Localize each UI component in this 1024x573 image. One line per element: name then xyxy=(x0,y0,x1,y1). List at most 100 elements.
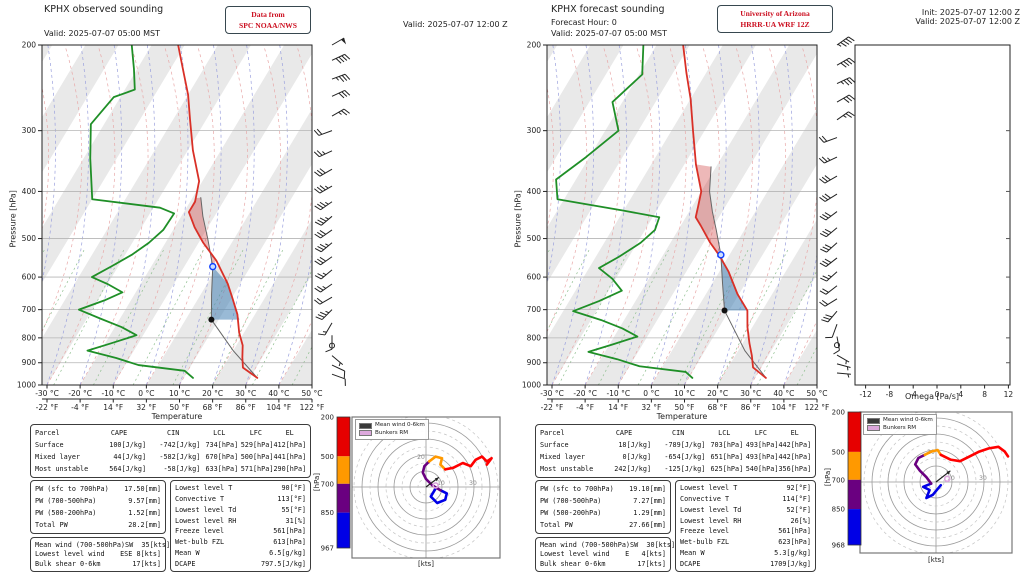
moist-adiabat-line xyxy=(850,45,892,385)
table-row: Freeze level 561[hPa] xyxy=(175,527,306,536)
hodo-ring xyxy=(393,454,459,520)
isotherm-band xyxy=(212,219,312,385)
wind-barb-icon xyxy=(331,373,346,386)
hodo-ring-dashed xyxy=(895,441,977,523)
dry-adiabat-line xyxy=(750,45,817,385)
dry-adiabat-line xyxy=(1016,45,1024,385)
left-pw-table: PW (sfc to 700hPa) 17.50[mm] PW (700-500hP… xyxy=(30,480,166,534)
right-pressure-axis-label: Pressure [hPa] xyxy=(513,190,523,248)
left-hodo-unit: [kts] xyxy=(418,560,434,568)
wind-barb-icon xyxy=(314,185,333,194)
temp-c-tick-label: -30 °C xyxy=(540,389,564,398)
mixing-ratio-line xyxy=(451,249,522,385)
hodograph-trace xyxy=(939,445,1010,463)
temp-c-tick-label: -20 °C xyxy=(573,389,597,398)
table-row: Wet-bulb FZL 613[hPa] xyxy=(175,538,306,547)
dry-adiabat-line xyxy=(179,45,248,385)
temp-c-tick-label: 40 °C xyxy=(773,389,794,398)
mixing-ratio-line xyxy=(796,346,817,385)
wind-barb-icon xyxy=(314,168,333,177)
cape-shaded-area xyxy=(695,164,721,255)
table-row: PW (sfc to 700hPa) 17.50[mm] xyxy=(35,485,161,493)
colorbar-tick-label: 968 xyxy=(832,542,845,550)
pressure-tick-label: 900 xyxy=(527,358,542,367)
moist-adiabat-line xyxy=(179,45,222,385)
colorbar-tick-label: 700 xyxy=(832,476,845,484)
mixing-ratio-line xyxy=(172,248,244,385)
wind-barb-icon xyxy=(314,229,333,239)
mixing-ratio-line xyxy=(677,248,749,385)
right-source-line2: HRRR-UA WRF 12Z xyxy=(740,20,810,29)
left-title: KPHX observed sounding xyxy=(44,4,164,15)
hodo-ring xyxy=(919,465,953,499)
wind-barb-icon xyxy=(331,89,351,99)
dry-adiabat-line xyxy=(717,45,786,385)
pressure-tick-label: 500 xyxy=(22,234,37,243)
temp-c-tick-label: -30 °C xyxy=(35,389,59,398)
mixing-ratio-line xyxy=(360,249,431,385)
right-forecast-hour: Forecast Hour: 0 xyxy=(551,18,617,27)
skewt-frame xyxy=(41,44,313,386)
hodo-ring-label: 10 xyxy=(947,475,955,482)
right-wind-table: Mean wind (700-500hPa) SW 30[kts] Lowest l… xyxy=(535,537,675,572)
hodograph-left: 10302040 xyxy=(352,417,500,558)
mixing-ratio-line xyxy=(757,269,817,385)
pressure-tick-label: 700 xyxy=(527,305,542,314)
isotherm-band xyxy=(651,108,817,385)
isotherm-band xyxy=(42,45,185,283)
hodo-ring xyxy=(409,470,443,504)
wind-barb-icon xyxy=(820,242,838,253)
pressure-tick-label: 500 xyxy=(527,234,542,243)
pressure-tick-label: 600 xyxy=(22,273,37,282)
hodo-ring-label: 30 xyxy=(469,480,477,487)
moist-adiabat-line xyxy=(453,45,495,385)
wind-barb-icon xyxy=(819,211,838,221)
isotherm-band xyxy=(547,45,690,283)
calm-wind-icon xyxy=(329,342,335,349)
mixing-ratio-line xyxy=(411,249,482,385)
wind-barb-icon xyxy=(836,77,856,86)
mean-wind-arrowhead xyxy=(434,477,439,482)
left-source-box: Data from SPC NOAA/NWS xyxy=(225,6,311,34)
cin-shaded-area xyxy=(211,266,240,320)
temp-f-tick-label: 104 °F xyxy=(771,403,796,412)
dry-adiabat-line xyxy=(353,45,421,385)
moist-adiabat-line xyxy=(950,45,992,385)
mixing-ratio-line xyxy=(547,248,590,332)
moist-adiabat-line xyxy=(916,45,958,385)
dry-adiabat-line xyxy=(42,85,50,232)
hodograph-trace xyxy=(913,453,933,485)
hodo-ring-dashed xyxy=(879,425,993,539)
table-row: Wet-bulb FZL 623[hPa] xyxy=(680,538,811,547)
right-cbar-unit: [hPa] xyxy=(824,467,832,487)
colorbar-frame xyxy=(847,411,862,546)
wind-barb-icon xyxy=(821,310,838,323)
moist-adiabat-line xyxy=(883,45,925,385)
wind-barb-icon xyxy=(313,128,333,136)
colorbar-segment xyxy=(848,412,861,452)
temp-f-tick-label: -4 °F xyxy=(576,403,594,412)
mixing-ratio-line xyxy=(252,269,312,385)
dry-adiabat-line xyxy=(278,319,312,385)
table-row: Bulk shear 0-6km 17[kts] xyxy=(540,560,666,569)
mixing-ratio-line xyxy=(717,248,789,385)
right-hodo-legend: Mean wind 0-6km Bunkers RM xyxy=(863,414,937,435)
mean-wind-arrowhead xyxy=(946,470,951,475)
dry-adiabat-line xyxy=(651,45,720,385)
omega-axis-label: Omega [Pa/s] xyxy=(904,392,959,401)
pressure-tick-label: 200 xyxy=(527,41,542,50)
colorbar-segment xyxy=(337,417,350,457)
wind-barb-icon xyxy=(331,37,347,46)
table-row: Total PW 27.66[mm] xyxy=(540,521,666,529)
temp-c-tick-label: 10 °C xyxy=(169,389,190,398)
moist-adiabat-line xyxy=(584,45,628,385)
omega-tick-label: 4 xyxy=(958,390,963,399)
dry-adiabat-line xyxy=(617,45,687,385)
wind-barb-icon xyxy=(836,363,851,371)
temp-f-tick-label: -22 °F xyxy=(541,403,564,412)
mean-wind-swatch xyxy=(359,422,372,429)
isotherm-band xyxy=(254,45,491,385)
pressure-tick-label: 300 xyxy=(527,126,542,135)
right-parcel-table: Parcel CAPE CIN LCL LFC EL Surface 18[J/… xyxy=(535,424,816,478)
mean-wind-swatch xyxy=(867,417,880,424)
